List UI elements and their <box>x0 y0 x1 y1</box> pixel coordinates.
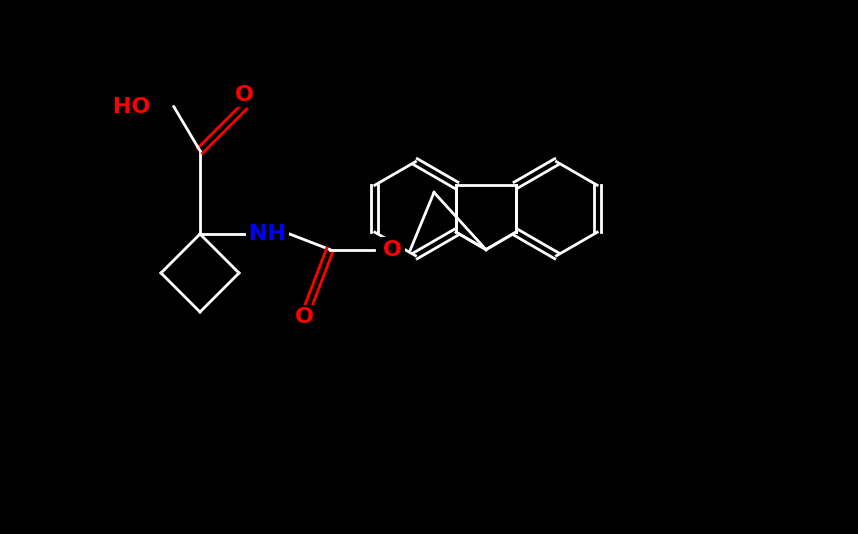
Text: HO: HO <box>113 97 151 116</box>
Text: O: O <box>383 240 402 260</box>
Text: NH: NH <box>249 224 286 244</box>
Text: O: O <box>235 84 254 105</box>
Text: O: O <box>294 307 313 327</box>
